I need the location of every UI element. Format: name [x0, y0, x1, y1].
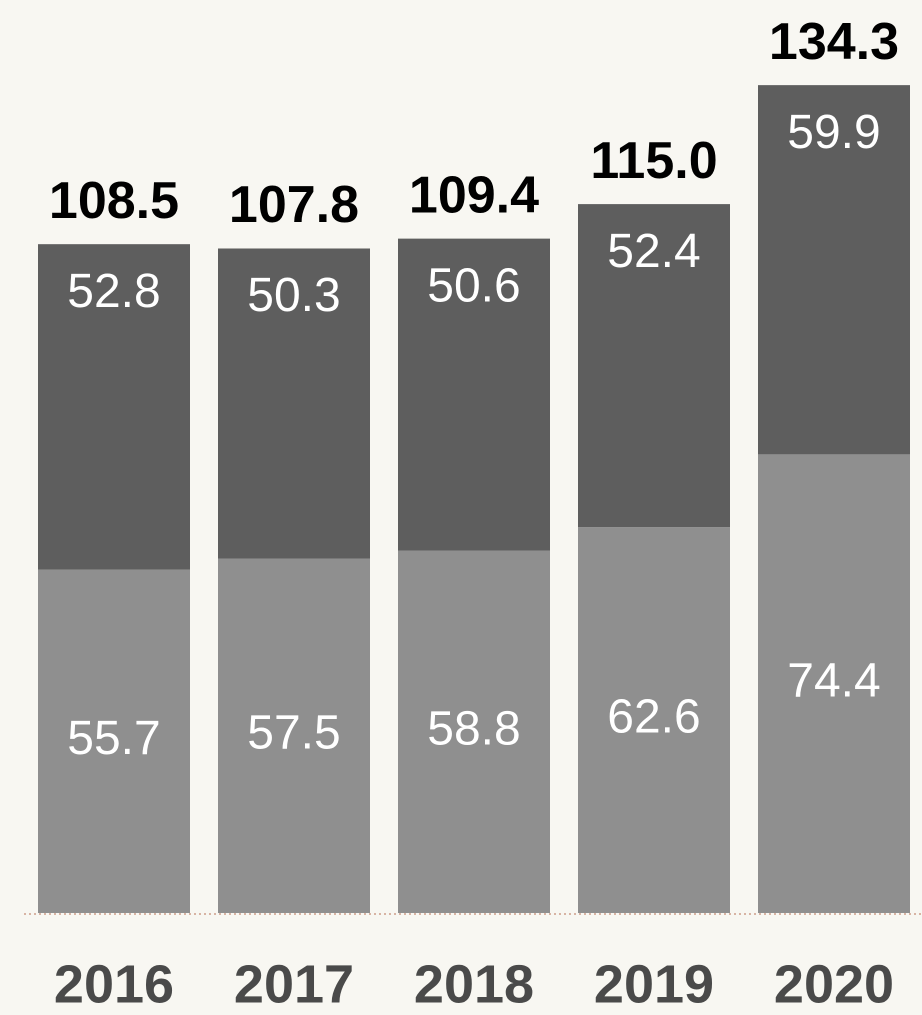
bar-segment — [758, 85, 910, 455]
x-tick-label: 2016 — [54, 954, 174, 1014]
x-tick-label: 2019 — [594, 954, 714, 1014]
segment-label: 74.4 — [787, 654, 880, 707]
segment-label: 50.3 — [247, 269, 340, 322]
segment-label: 52.8 — [67, 265, 160, 318]
segment-label: 52.4 — [607, 225, 700, 278]
segment-label: 55.7 — [67, 712, 160, 765]
total-label: 108.5 — [49, 172, 179, 230]
bar-segment — [38, 244, 190, 570]
x-tick-label: 2017 — [234, 954, 354, 1014]
bar-segment — [38, 569, 190, 913]
x-tick-label: 2018 — [414, 954, 534, 1014]
segment-label: 59.9 — [787, 106, 880, 159]
bar-segment — [218, 248, 370, 559]
total-label: 109.4 — [409, 166, 539, 224]
bar-segment — [398, 238, 550, 551]
segment-label: 58.8 — [427, 702, 520, 755]
segment-label: 57.5 — [247, 706, 340, 759]
bar-segment — [578, 204, 730, 528]
x-tick-label: 2020 — [774, 954, 894, 1014]
bar-segment — [758, 454, 910, 913]
bar-segment — [578, 527, 730, 913]
total-label: 134.3 — [769, 13, 899, 71]
total-label: 115.0 — [590, 132, 717, 190]
bar-segment — [398, 550, 550, 913]
segment-label: 50.6 — [427, 259, 520, 312]
segment-label: 62.6 — [607, 691, 700, 744]
total-label: 107.8 — [229, 176, 359, 234]
bar-segment — [218, 558, 370, 913]
